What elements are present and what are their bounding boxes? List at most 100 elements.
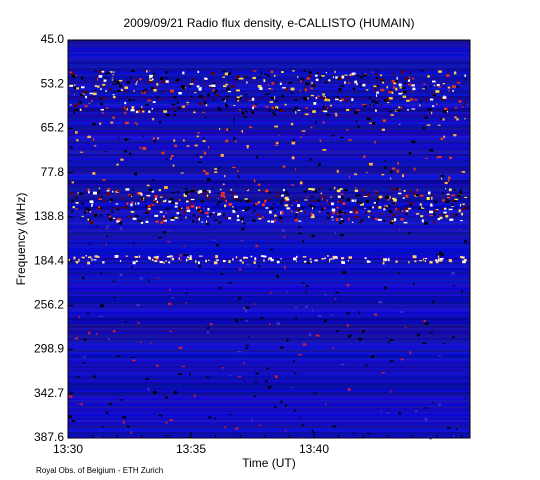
spectrogram-speck	[390, 88, 392, 91]
spectrogram-speck	[366, 171, 368, 174]
spectrogram-speck	[100, 214, 102, 217]
spectrogram-speck	[254, 303, 256, 305]
spectrogram-speck	[359, 201, 363, 204]
spectrogram-speck	[347, 76, 349, 79]
spectrogram-speck	[165, 212, 168, 214]
spectrogram-speck	[153, 413, 155, 415]
spectrogram-speck	[206, 376, 210, 378]
spectrogram-speck	[404, 82, 406, 85]
spectrogram-speck	[203, 151, 207, 155]
spectrogram-speck	[154, 195, 158, 198]
spectrogram-speck	[178, 346, 183, 349]
spectrogram-row	[68, 338, 470, 340]
spectrogram-speck	[75, 196, 78, 199]
spectrogram-speck	[426, 191, 429, 193]
spectrogram-speck	[453, 435, 455, 439]
spectrogram-speck	[315, 74, 318, 77]
spectrogram-speck	[202, 189, 207, 192]
chart-title: 2009/09/21 Radio flux density, e-CALLIST…	[123, 16, 414, 30]
spectrogram-speck	[346, 109, 350, 112]
spectrogram-speck	[407, 207, 412, 210]
spectrogram-speck	[264, 380, 268, 383]
spectrogram-speck	[431, 93, 435, 95]
spectrogram-speck	[96, 436, 101, 438]
spectrogram-speck	[442, 118, 445, 121]
spectrogram-speck	[321, 258, 325, 260]
spectrogram-speck	[304, 199, 308, 201]
spectrogram-speck	[264, 73, 267, 75]
spectrogram-speck	[304, 88, 307, 92]
spectrogram-speck	[455, 213, 457, 216]
spectrogram-speck	[225, 103, 227, 107]
spectrogram-speck	[151, 204, 155, 206]
spectrogram-row	[68, 58, 470, 60]
spectrogram-speck	[336, 212, 338, 216]
spectrogram-row	[68, 116, 470, 118]
spectrogram-speck	[159, 261, 163, 264]
spectrogram-speck	[390, 220, 394, 222]
spectrogram-speck	[389, 177, 392, 180]
spectrogram-speck	[265, 189, 269, 193]
spectrogram-speck	[382, 79, 386, 82]
spectrogram-speck	[392, 197, 396, 200]
spectrogram-speck	[150, 342, 152, 345]
spectrogram-speck	[248, 100, 252, 102]
spectrogram-speck	[310, 126, 313, 129]
spectrogram-speck	[410, 98, 414, 101]
spectrogram-speck	[100, 108, 104, 111]
spectrogram-speck	[112, 330, 116, 333]
spectrogram-speck	[228, 217, 232, 220]
spectrogram-speck	[426, 124, 431, 126]
spectrogram-speck	[310, 94, 315, 97]
spectrogram-speck	[322, 121, 325, 124]
spectrogram-speck	[311, 234, 315, 238]
spectrogram-speck	[381, 128, 385, 131]
spectrogram-speck	[431, 194, 433, 197]
spectrogram-speck	[179, 78, 181, 82]
spectrogram-speck	[251, 111, 255, 114]
spectrogram-speck	[240, 217, 244, 221]
spectrogram-speck	[312, 207, 314, 210]
spectrogram-speck	[266, 367, 269, 370]
spectrogram-speck	[102, 426, 104, 428]
spectrogram-speck	[390, 114, 394, 116]
spectrogram-speck	[451, 199, 454, 203]
spectrogram-speck	[414, 260, 417, 263]
spectrogram-speck	[274, 125, 278, 128]
spectrogram-speck	[337, 187, 340, 189]
spectrogram-row	[68, 302, 470, 304]
spectrogram-row	[68, 120, 470, 122]
spectrogram-speck	[82, 202, 84, 204]
spectrogram-speck	[202, 140, 206, 143]
spectrogram-speck	[355, 120, 358, 123]
spectrogram-speck	[338, 77, 343, 81]
spectrogram-speck	[431, 111, 433, 115]
spectrogram-row	[68, 388, 470, 390]
spectrogram-speck	[271, 82, 275, 85]
spectrogram-speck	[295, 213, 298, 217]
spectrogram-speck	[215, 213, 218, 215]
spectrogram-speck	[314, 259, 318, 262]
spectrogram-speck	[403, 221, 408, 224]
spectrogram-row	[68, 406, 470, 408]
spectrogram-speck	[302, 239, 305, 243]
spectrogram-speck	[280, 200, 282, 202]
spectrogram-speck	[73, 104, 78, 108]
spectrogram-speck	[135, 83, 137, 86]
spectrogram-speck	[205, 104, 208, 107]
spectrogram-row	[68, 412, 470, 414]
spectrogram-speck	[75, 195, 77, 199]
spectrogram-speck	[206, 330, 209, 334]
spectrogram-row	[68, 56, 470, 58]
spectrogram-speck	[353, 111, 358, 114]
spectrogram-speck	[114, 255, 119, 258]
spectrogram-speck	[402, 90, 407, 94]
spectrogram-speck	[163, 215, 165, 219]
spectrogram-speck	[332, 257, 336, 260]
spectrogram-row	[68, 342, 470, 344]
spectrogram-speck	[263, 255, 267, 258]
spectrogram-speck	[295, 217, 297, 220]
spectrogram-speck	[375, 201, 378, 205]
spectrogram-speck	[234, 209, 238, 211]
spectrogram-speck	[88, 256, 92, 259]
